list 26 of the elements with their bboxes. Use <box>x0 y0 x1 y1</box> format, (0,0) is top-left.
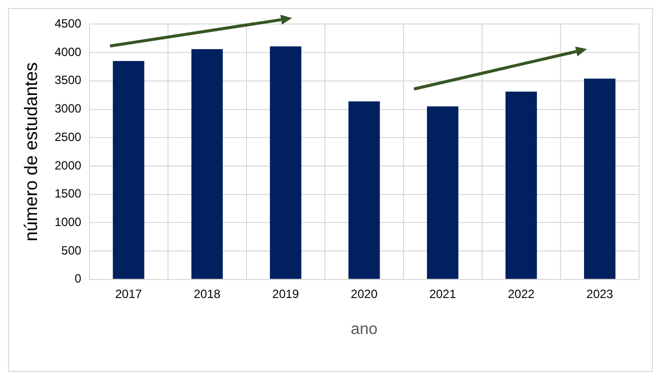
y-tick-label: 4500 <box>54 16 82 31</box>
x-tick-label: 2023 <box>586 286 614 301</box>
y-tick-label: 4000 <box>54 44 82 59</box>
x-axis-title: ano <box>350 320 378 338</box>
x-tick-label: 2020 <box>350 286 378 301</box>
x-tick-label: 2018 <box>194 286 221 301</box>
y-tick-label: 1500 <box>54 186 82 201</box>
x-tick-label: 2022 <box>508 286 535 301</box>
x-tick-label: 2019 <box>272 286 300 301</box>
y-tick-label: 3500 <box>54 73 82 88</box>
y-tick-label: 2000 <box>54 158 82 172</box>
y-tick-label: 0 <box>74 272 82 286</box>
y-axis-title: número de estudantes <box>20 62 41 242</box>
bar <box>270 46 302 279</box>
bar <box>191 49 223 279</box>
x-tick-label: 2017 <box>115 286 142 301</box>
bar <box>112 61 144 279</box>
x-tick-label: 2021 <box>429 286 456 301</box>
y-tick-label: 2500 <box>54 130 82 144</box>
y-tick-label: 500 <box>61 243 82 258</box>
bar <box>584 78 616 279</box>
bar <box>348 101 380 279</box>
y-tick-label: 1000 <box>54 215 82 229</box>
bar <box>426 106 458 279</box>
bar <box>506 92 537 279</box>
y-tick-label: 3000 <box>54 102 82 116</box>
